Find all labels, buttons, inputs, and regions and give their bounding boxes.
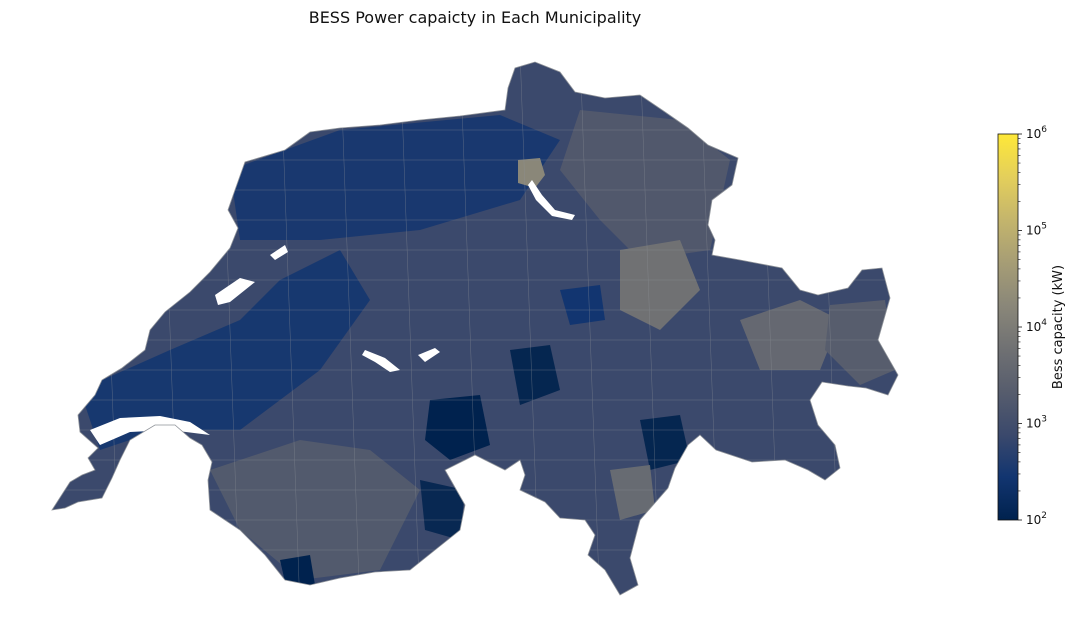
choropleth-map [51, 61, 899, 596]
municipality-dark-1 [425, 395, 490, 460]
map-title: BESS Power capaicty in Each Municipality [308, 8, 642, 27]
municipality-dark-5 [280, 555, 315, 585]
municipality-dark-2 [510, 345, 560, 405]
colorbar-tick-label: 103 [1026, 415, 1047, 431]
country-outline [51, 61, 899, 596]
colorbar-tick-label: 104 [1026, 318, 1047, 334]
municipality-mid-1 [560, 285, 605, 325]
municipality-dark-4 [420, 480, 465, 540]
colorbar-tick-label: 105 [1026, 222, 1047, 238]
colorbar-tick-label: 106 [1026, 125, 1047, 141]
municipality-region-north [230, 115, 560, 240]
colorbar-gradient [997, 133, 1019, 521]
municipality-region-valais [210, 440, 420, 580]
colorbar: 102 103 104 105 106 Bess capacity (kW) [997, 125, 1066, 527]
municipality-region-central-east [620, 240, 700, 330]
lake-thun-brienz [362, 350, 400, 372]
municipality-dark-3 [640, 415, 690, 470]
municipality-ticino [610, 465, 655, 520]
colorbar-label: Bess capacity (kW) [1051, 265, 1066, 389]
municipality-region-engadin [825, 300, 895, 385]
lake-neuchatel [215, 278, 255, 305]
lake-lucerne [418, 348, 440, 362]
colorbar-tick-label: 102 [1026, 511, 1047, 527]
lake-geneva [90, 416, 210, 445]
municipality-region-grisons [740, 300, 840, 370]
colorbar-ticks: 102 103 104 105 106 [1018, 125, 1047, 527]
lake-biel [270, 245, 288, 260]
lake-zurich [528, 180, 575, 220]
